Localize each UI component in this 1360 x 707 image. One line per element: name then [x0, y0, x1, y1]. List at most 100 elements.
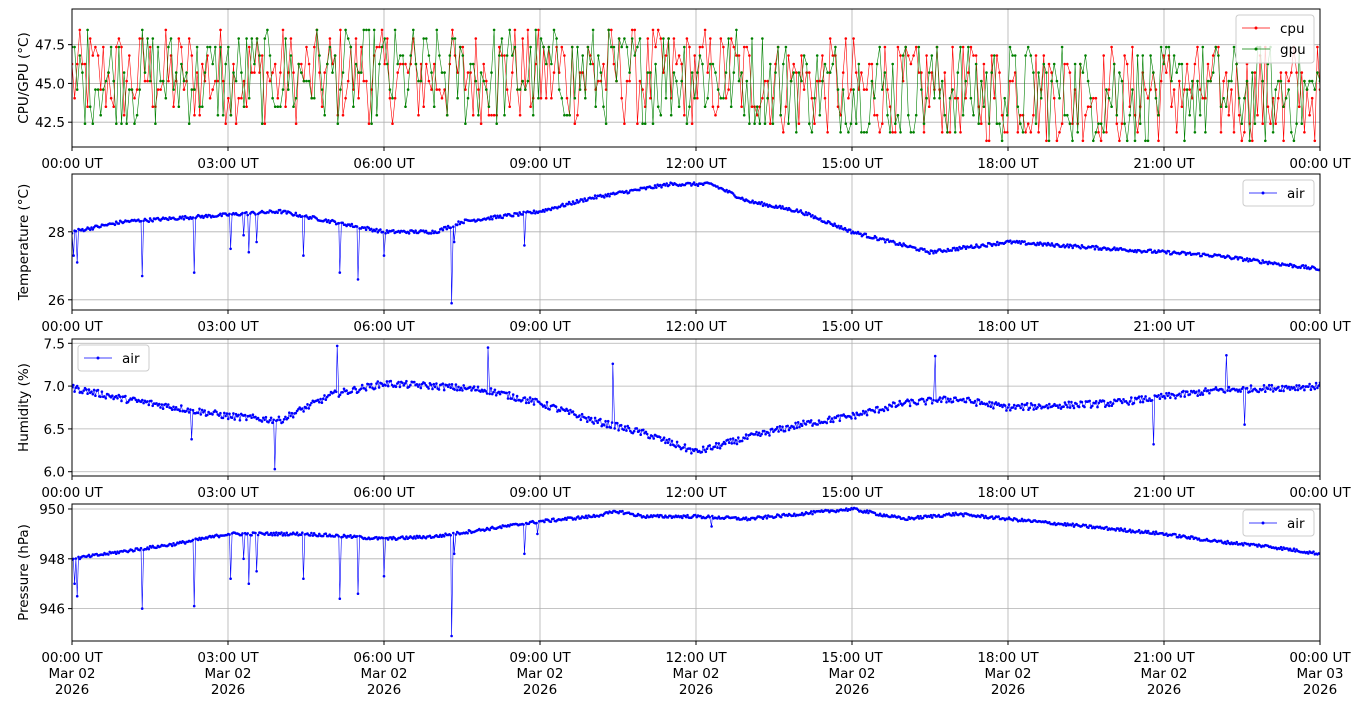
- data-point-air: [658, 183, 662, 187]
- data-point-air: [779, 207, 783, 210]
- data-point-air: [1240, 542, 1244, 545]
- data-point-air: [985, 245, 989, 248]
- data-point-air: [543, 404, 546, 407]
- data-point-gpu: [214, 45, 217, 49]
- data-point-air: [786, 424, 789, 428]
- data-point-air: [567, 412, 571, 416]
- data-point-gpu: [258, 54, 261, 57]
- data-point-gpu: [1167, 45, 1171, 49]
- data-point-gpu: [779, 113, 782, 117]
- data-point-gpu: [524, 88, 527, 91]
- data-point-air: [864, 232, 868, 236]
- x-tick-year-label: 2026: [211, 682, 245, 698]
- data-point-air: [120, 399, 123, 403]
- data-point-air: [1092, 245, 1095, 248]
- data-point-air: [249, 414, 252, 417]
- y-tick-label: 45.0: [35, 76, 65, 92]
- y-axis-label: CPU/GPU (°C): [16, 32, 32, 123]
- data-point-gpu: [289, 54, 293, 57]
- data-point-air: [493, 388, 497, 392]
- data-point-gpu: [1066, 113, 1069, 117]
- data-point-air: [250, 534, 253, 537]
- data-point-air: [215, 410, 218, 414]
- data-point-air: [151, 220, 154, 223]
- data-point-air: [255, 570, 258, 573]
- data-point-air: [302, 410, 305, 413]
- data-point-air: [611, 362, 615, 366]
- data-point-air: [1068, 406, 1072, 409]
- data-point-air: [1143, 397, 1146, 401]
- data-point-air: [1046, 406, 1050, 410]
- data-point-cpu: [591, 62, 595, 66]
- data-point-gpu: [1214, 45, 1218, 49]
- data-point-air: [582, 200, 585, 203]
- data-point-cpu: [771, 96, 775, 100]
- data-point-air: [311, 534, 315, 537]
- data-point-air: [454, 533, 458, 536]
- data-point-gpu: [130, 88, 134, 91]
- panel-2-legend: air: [1242, 179, 1315, 207]
- data-point-gpu: [1089, 96, 1092, 100]
- data-point-air: [681, 516, 684, 520]
- data-point-cpu: [128, 54, 131, 57]
- data-point-gpu: [102, 88, 105, 91]
- x-tick-label: 09:00 UT: [509, 650, 571, 666]
- data-point-air: [664, 441, 667, 445]
- data-point-air: [147, 403, 151, 407]
- data-point-air: [808, 511, 812, 515]
- data-point-cpu: [1131, 45, 1134, 49]
- data-point-gpu: [899, 131, 902, 134]
- data-point-gpu: [862, 131, 866, 134]
- data-point-air: [530, 400, 533, 403]
- data-point-gpu: [586, 45, 590, 49]
- data-point-air: [595, 196, 598, 200]
- data-point-air: [1197, 537, 1201, 540]
- data-point-cpu: [172, 105, 175, 108]
- data-point-cpu: [1045, 139, 1048, 143]
- y-axis-label: Humidity (%): [16, 363, 32, 452]
- data-point-air: [99, 225, 102, 229]
- data-point-air: [761, 517, 765, 520]
- data-point-air: [714, 441, 718, 445]
- data-point-gpu: [143, 71, 147, 74]
- data-point-air: [409, 383, 412, 387]
- data-point-air: [882, 238, 886, 241]
- data-point-air: [1157, 394, 1160, 397]
- data-point-gpu: [1180, 62, 1184, 66]
- x-tick-label: 06:00 UT: [353, 156, 415, 172]
- data-point-air: [1045, 244, 1048, 247]
- data-point-cpu: [649, 96, 652, 100]
- data-point-cpu: [810, 96, 814, 100]
- data-point-air: [364, 228, 368, 231]
- data-point-cpu: [383, 62, 387, 66]
- data-point-gpu: [448, 54, 452, 57]
- data-point-air: [708, 444, 711, 447]
- data-point-air: [588, 418, 592, 422]
- data-point-cpu: [477, 88, 480, 91]
- data-point-air: [281, 420, 285, 424]
- data-point-air: [271, 534, 274, 537]
- data-point-gpu: [346, 37, 350, 40]
- data-point-air: [601, 514, 605, 517]
- data-point-air: [1290, 263, 1293, 267]
- data-point-air: [1079, 247, 1082, 250]
- data-point-gpu: [271, 96, 274, 100]
- data-point-cpu: [154, 105, 157, 108]
- data-point-air: [139, 546, 143, 550]
- data-point-gpu: [854, 122, 858, 125]
- data-point-air: [511, 214, 515, 218]
- data-point-gpu: [883, 71, 887, 74]
- x-tick-date-label: Mar 02: [517, 666, 564, 682]
- data-point-air: [826, 417, 830, 421]
- data-point-cpu: [964, 96, 967, 100]
- data-point-air: [808, 212, 812, 216]
- data-point-air: [1028, 406, 1032, 410]
- data-point-air: [943, 395, 947, 399]
- data-point-gpu: [378, 62, 381, 66]
- data-point-cpu: [1217, 45, 1220, 49]
- data-point-cpu: [432, 62, 436, 66]
- data-point-air: [245, 418, 248, 422]
- data-point-air: [662, 436, 666, 440]
- data-point-cpu: [88, 37, 92, 40]
- data-point-cpu: [823, 96, 827, 100]
